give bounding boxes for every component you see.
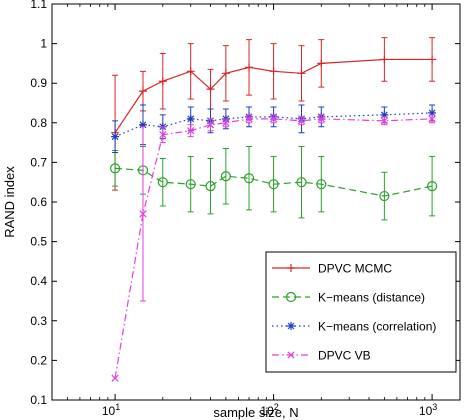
- data-point: [157, 177, 168, 188]
- error-bar: [429, 155, 436, 217]
- legend-marker: [287, 351, 295, 359]
- data-point: [428, 108, 437, 117]
- data-point: [426, 181, 438, 192]
- data-point: [245, 63, 254, 72]
- data-point: [269, 115, 278, 123]
- data-point: [159, 131, 167, 139]
- legend-marker: [285, 291, 297, 303]
- y-tick-label: 0.7: [30, 155, 47, 169]
- y-tick-label: 0.8: [30, 116, 47, 130]
- data-point: [220, 171, 231, 182]
- y-tick-label: 0.1: [30, 393, 47, 407]
- x-tick-label: 101: [102, 402, 120, 418]
- axes: 0.1 0.2 0.3 0.4 0.5 0.6 0.7 0.8 0.9 1 1.1 101 102 103…: [2, 0, 461, 420]
- data-point: [380, 110, 389, 119]
- legend-box: [265, 251, 457, 373]
- y-tick-label: 1: [40, 37, 47, 51]
- data-point: [379, 190, 390, 202]
- series-line: [114, 118, 433, 379]
- series-line: [114, 58, 433, 134]
- x-axis-label: sample size, N: [213, 405, 298, 420]
- legend: DPVC MCMC K−means (distance) K−means (corr…: [265, 251, 457, 373]
- legend-entry: K−means (distance): [272, 291, 425, 305]
- data-point: [297, 69, 306, 78]
- error-bar: [159, 157, 166, 207]
- legend-label: DPVC MCMC: [318, 262, 392, 276]
- series-3: [111, 114, 436, 382]
- error-bar: [246, 146, 253, 211]
- y-tick-label: 0.9: [30, 76, 47, 90]
- data-point: [138, 120, 147, 129]
- data-point: [245, 115, 253, 123]
- data-point: [206, 85, 215, 94]
- data-point: [109, 163, 121, 174]
- series-1: [109, 146, 438, 221]
- data-point: [297, 117, 306, 125]
- data-point: [186, 67, 195, 76]
- data-point: [296, 177, 307, 188]
- data-point: [428, 55, 437, 64]
- data-point: [158, 77, 167, 86]
- data-point: [187, 127, 195, 135]
- data-point: [316, 179, 327, 190]
- data-point: [222, 119, 230, 127]
- error-bar: [222, 148, 229, 205]
- data-point: [206, 121, 215, 129]
- data-point: [317, 115, 325, 123]
- y-tick-label: 0.5: [30, 235, 47, 249]
- data-point: [243, 173, 255, 184]
- legend-label: K−means (distance): [318, 291, 425, 305]
- data-point: [380, 55, 389, 64]
- legend-marker: [287, 264, 295, 272]
- x-tick-label: 102: [260, 402, 278, 418]
- legend-entry: DPVC VB: [272, 349, 371, 363]
- data-point: [111, 132, 120, 141]
- data-point: [269, 67, 278, 76]
- plot-area: [109, 37, 438, 382]
- error-bar: [207, 157, 214, 215]
- data-point: [205, 181, 216, 192]
- data-point: [185, 179, 196, 190]
- y-tick-label: 0.4: [30, 274, 47, 288]
- legend-entry: K−means (correlation): [272, 320, 436, 334]
- data-point: [221, 69, 230, 78]
- series-line: [114, 112, 433, 138]
- legend-marker: [287, 322, 295, 330]
- data-point: [139, 210, 147, 218]
- series-line: [115, 167, 433, 197]
- data-point: [268, 179, 279, 190]
- x-tick-label: 103: [419, 402, 437, 418]
- y-tick-label: 1.1: [30, 0, 47, 11]
- data-point: [111, 374, 119, 382]
- legend-entry: DPVC MCMC: [272, 262, 392, 276]
- data-point: [428, 115, 436, 123]
- y-tick-label: 0.6: [30, 195, 47, 209]
- data-point: [186, 114, 195, 123]
- data-point: [317, 59, 326, 68]
- y-tick-label: 0.3: [30, 314, 47, 328]
- y-axis-label: RAND index: [2, 166, 17, 238]
- data-point: [380, 117, 388, 125]
- legend-label: DPVC VB: [318, 349, 371, 363]
- legend-label: K−means (correlation): [318, 320, 436, 334]
- y-tick-label: 0.2: [30, 353, 47, 367]
- data-point: [138, 87, 147, 96]
